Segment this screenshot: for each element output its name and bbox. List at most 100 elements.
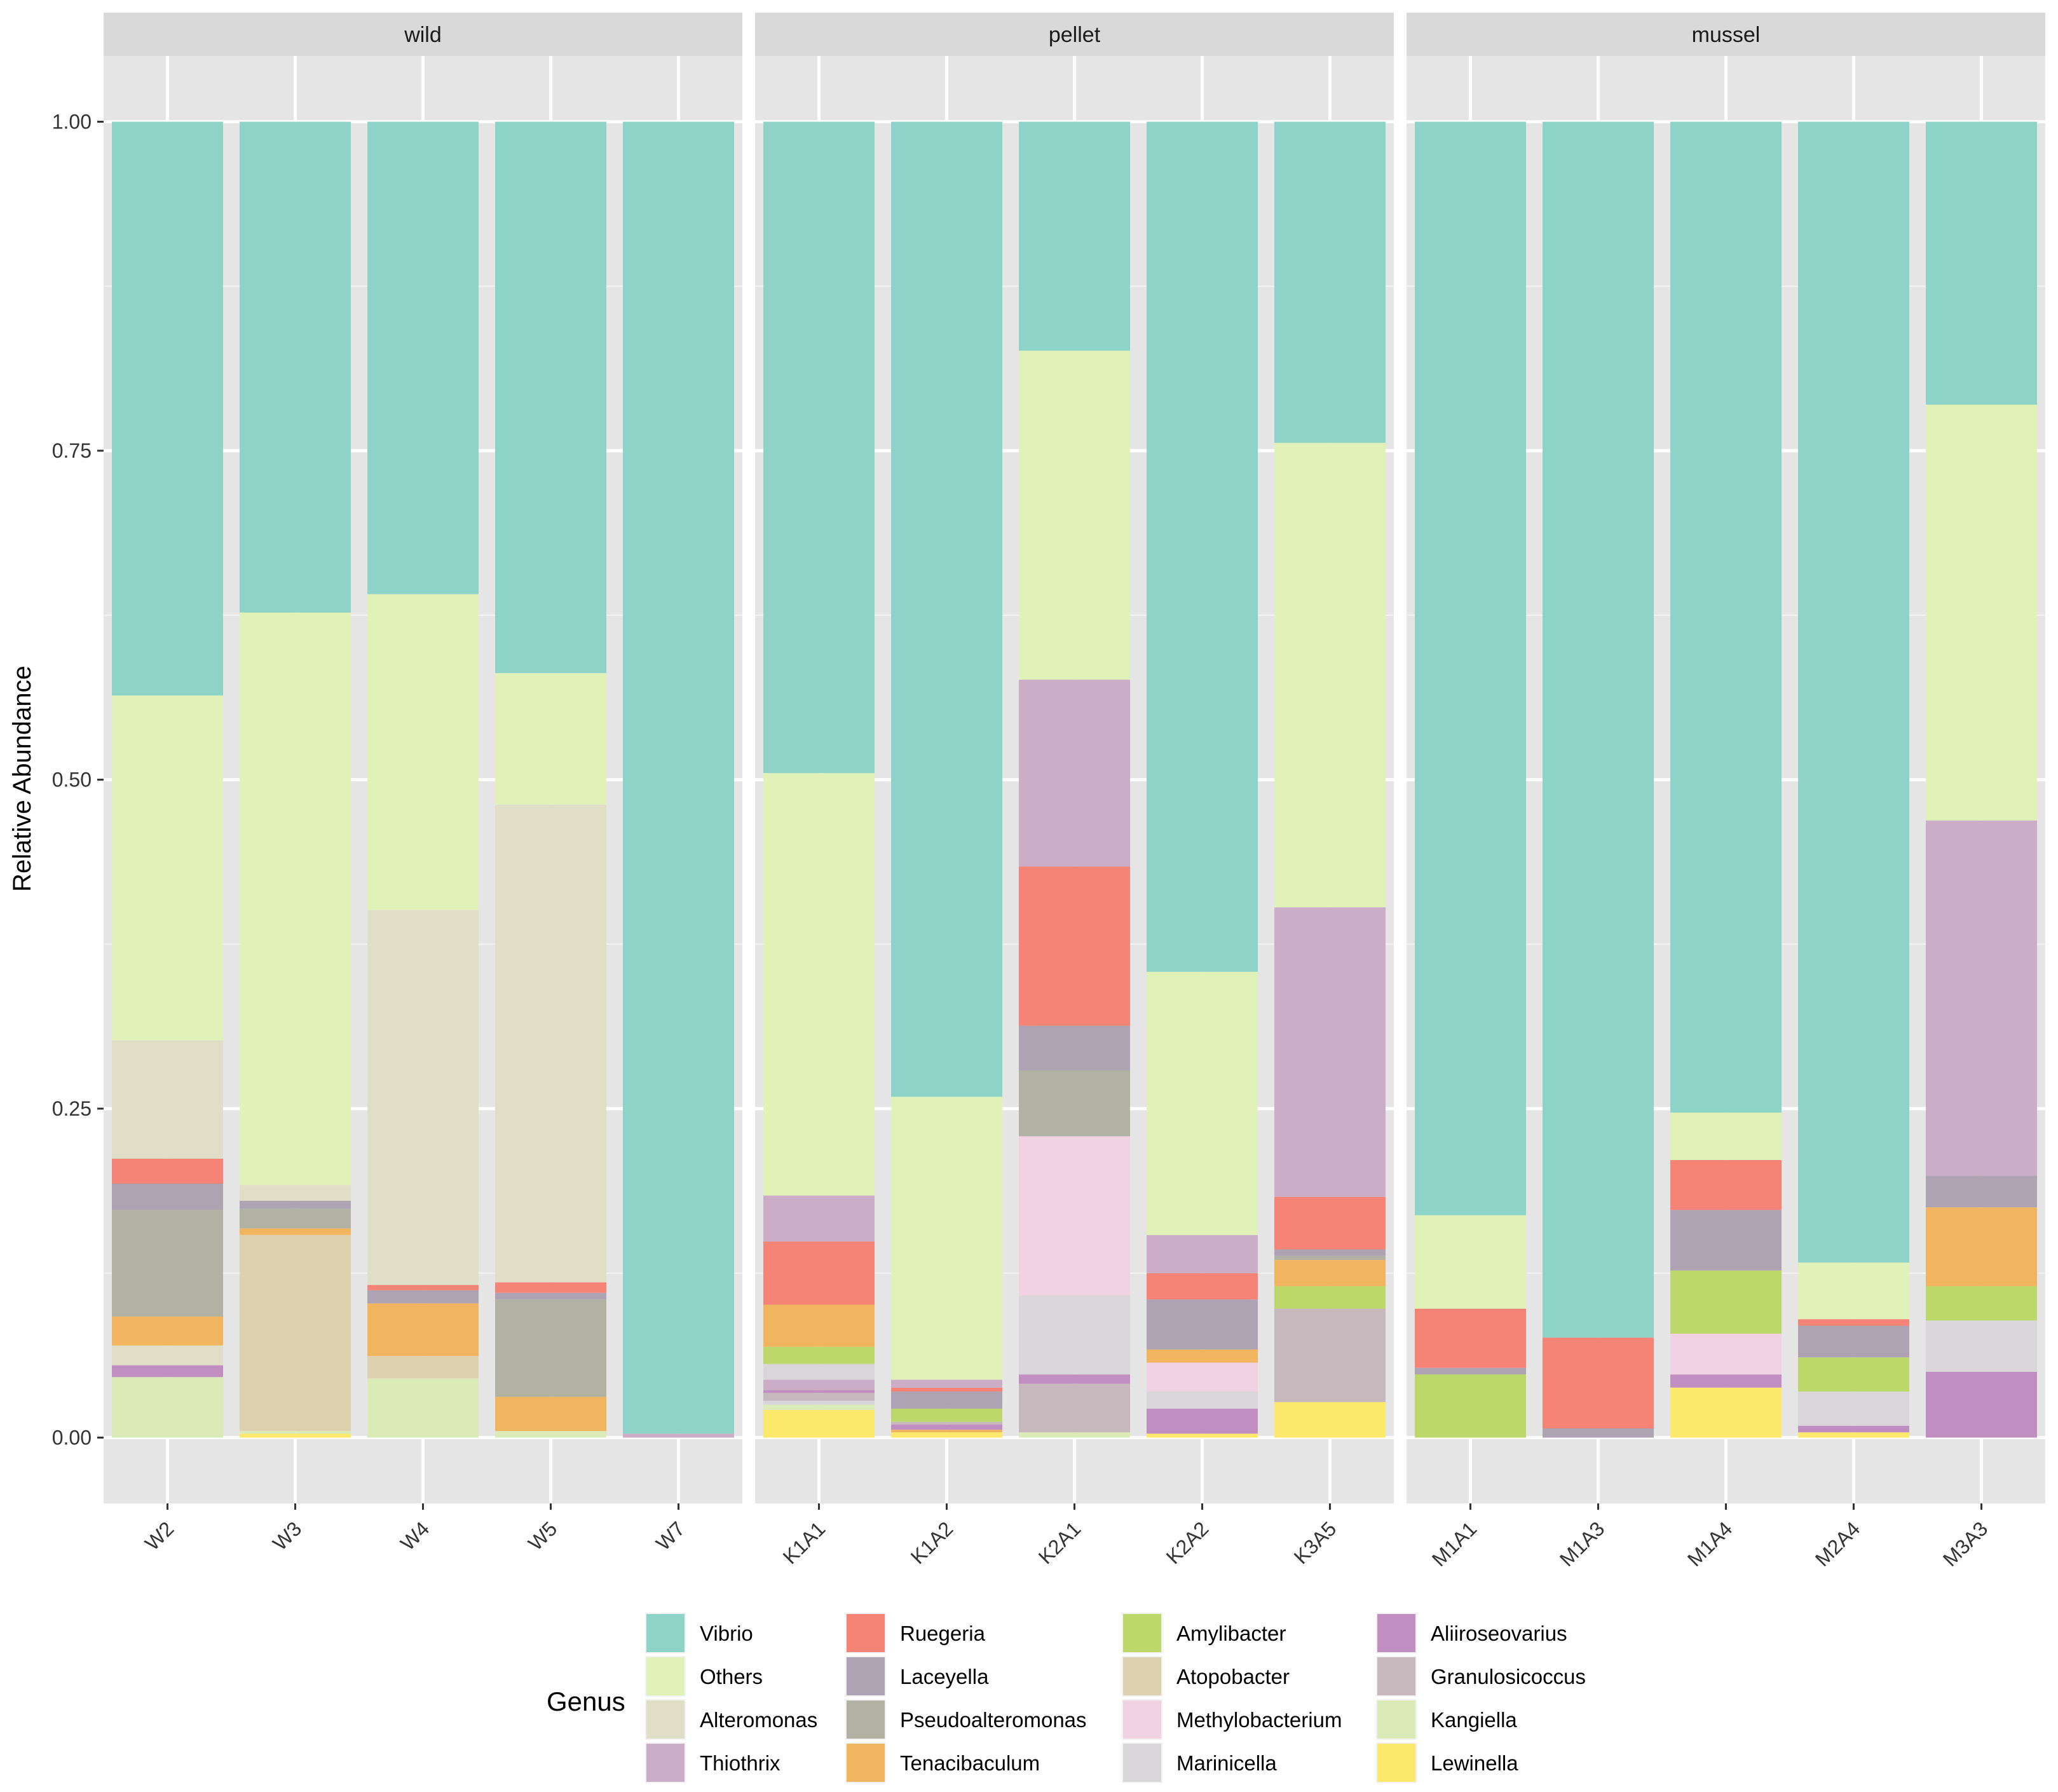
bar-segment-ruegeria — [495, 1282, 606, 1293]
legend-entry-others: Others — [645, 1656, 763, 1697]
bar-segment-others — [112, 695, 223, 1041]
bar-segment-marinicella — [1926, 1320, 2037, 1372]
bar-segment-ruegeria — [1274, 1196, 1386, 1250]
bar-segment-kangiella — [1019, 1432, 1130, 1438]
y-tick-label: 0.00 — [52, 1426, 92, 1449]
bar-segment-aliiroseovarius — [1670, 1374, 1782, 1388]
bar-segment-alteromonas — [112, 1040, 223, 1159]
bar-K1A1 — [763, 121, 875, 1438]
legend-key-swatch — [646, 1700, 685, 1739]
bar-segment-pseudoalteromonas — [495, 1299, 606, 1397]
legend-key-swatch — [847, 1744, 885, 1782]
facet-strip-label: wild — [404, 23, 442, 47]
facet-strip-label: mussel — [1692, 23, 1761, 47]
bar-segment-marinicella — [1798, 1392, 1909, 1426]
bar-M1A4 — [1670, 121, 1782, 1438]
legend-key-swatch — [847, 1657, 885, 1695]
bar-segment-vibrio — [1798, 121, 1909, 1263]
bar-segment-alteromonas — [495, 804, 606, 1283]
bar-segment-laceyella — [1543, 1428, 1654, 1438]
bar-segment-aliiroseovarius — [891, 1424, 1002, 1430]
legend-key-swatch — [646, 1657, 685, 1695]
bar-segment-lewinella — [1147, 1433, 1258, 1438]
bar-segment-others — [1147, 971, 1258, 1235]
bar-segment-vibrio — [1670, 121, 1782, 1113]
legend-entry-lewinella: Lewinella — [1376, 1742, 1518, 1783]
legend-key-swatch — [1377, 1744, 1415, 1782]
bar-segment-methylobacterium — [1670, 1333, 1782, 1375]
bar-segment-granulosicoccus — [1019, 1383, 1130, 1433]
bar-segment-tenacibaculum — [367, 1303, 479, 1357]
bar-segment-amylibacter — [891, 1408, 1002, 1422]
bar-segment-vibrio — [1415, 121, 1526, 1215]
legend-label: Aliiroseovarius — [1431, 1622, 1567, 1645]
bar-segment-tenacibaculum — [1926, 1207, 2037, 1287]
bar-segment-marinicella — [1147, 1392, 1258, 1409]
legend-label: Thiothrix — [700, 1751, 780, 1775]
bar-W3 — [240, 121, 351, 1438]
legend-entry-kangiella: Kangiella — [1376, 1699, 1517, 1740]
bar-segment-tenacibaculum — [1274, 1260, 1386, 1287]
bar-segment-lewinella — [240, 1433, 351, 1438]
bar-segment-vibrio — [763, 121, 875, 774]
bar-segment-ruegeria — [1415, 1308, 1526, 1368]
bar-segment-pseudoalteromonas — [1274, 1255, 1386, 1261]
bar-K2A2 — [1147, 121, 1258, 1438]
bar-M3A3 — [1926, 121, 2037, 1438]
bar-segment-laceyella — [112, 1183, 223, 1210]
bar-segment-aliiroseovarius — [1926, 1372, 2037, 1438]
bar-segment-marinicella — [763, 1364, 875, 1380]
bar-segment-tenacibaculum — [763, 1304, 875, 1347]
facet-strip-label: pellet — [1049, 23, 1101, 47]
legend-entry-ruegeria: Ruegeria — [845, 1613, 986, 1653]
bar-segment-amylibacter — [1415, 1374, 1526, 1438]
bar-segment-tenacibaculum — [240, 1228, 351, 1235]
bar-segment-ruegeria — [367, 1285, 479, 1290]
bar-segment-laceyella — [240, 1200, 351, 1209]
bar-segment-tenacibaculum — [891, 1430, 1002, 1433]
bar-segment-aliiroseovarius — [763, 1390, 875, 1393]
bar-segment-others — [240, 612, 351, 1186]
bar-segment-kangiella — [495, 1431, 606, 1438]
legend-label: Granulosicoccus — [1431, 1665, 1586, 1688]
legend-key-swatch — [1123, 1700, 1161, 1739]
legend-key-swatch — [1377, 1657, 1415, 1695]
bar-segment-thiothrix — [1019, 680, 1130, 867]
bar-segment-ruegeria — [1147, 1273, 1258, 1300]
bar-segment-methylobacterium — [1019, 1136, 1130, 1296]
bar-segment-amylibacter — [1798, 1357, 1909, 1392]
bar-segment-amylibacter — [1926, 1286, 2037, 1321]
bar-M1A1 — [1415, 121, 1526, 1438]
facet-strip — [1407, 13, 2045, 56]
bar-segment-alteromonas — [367, 910, 479, 1285]
bar-segment-others — [1798, 1262, 1909, 1320]
legend-label: Tenacibaculum — [900, 1751, 1040, 1775]
bar-segment-laceyella — [1415, 1367, 1526, 1375]
legend-label: Ruegeria — [900, 1622, 986, 1645]
legend-entry-marinicella: Marinicella — [1122, 1742, 1277, 1783]
bar-segment-lewinella — [1798, 1432, 1909, 1438]
bar-W4 — [367, 121, 479, 1438]
bar-segment-vibrio — [1019, 121, 1130, 351]
y-tick-label: 0.50 — [52, 769, 92, 791]
bar-K2A1 — [1019, 121, 1130, 1438]
y-tick-label: 1.00 — [52, 111, 92, 133]
legend-label: Methylobacterium — [1176, 1708, 1342, 1732]
bar-segment-others — [1415, 1215, 1526, 1309]
legend-entry-methylobacterium: Methylobacterium — [1122, 1699, 1342, 1740]
legend-label: Marinicella — [1176, 1751, 1277, 1775]
bar-segment-others — [891, 1097, 1002, 1380]
y-tick-label: 0.75 — [52, 439, 92, 462]
legend-label: Atopobacter — [1176, 1665, 1290, 1688]
bar-segment-thiothrix — [891, 1379, 1002, 1388]
bar-segment-others — [1670, 1112, 1782, 1160]
bar-segment-pseudoalteromonas — [240, 1208, 351, 1229]
bar-segment-ruegeria — [112, 1158, 223, 1184]
bar-segment-others — [1274, 442, 1386, 908]
legend-entry-thiothrix: Thiothrix — [645, 1742, 780, 1783]
bar-segment-thiothrix — [763, 1195, 875, 1242]
bar-segment-kangiella — [763, 1404, 875, 1411]
